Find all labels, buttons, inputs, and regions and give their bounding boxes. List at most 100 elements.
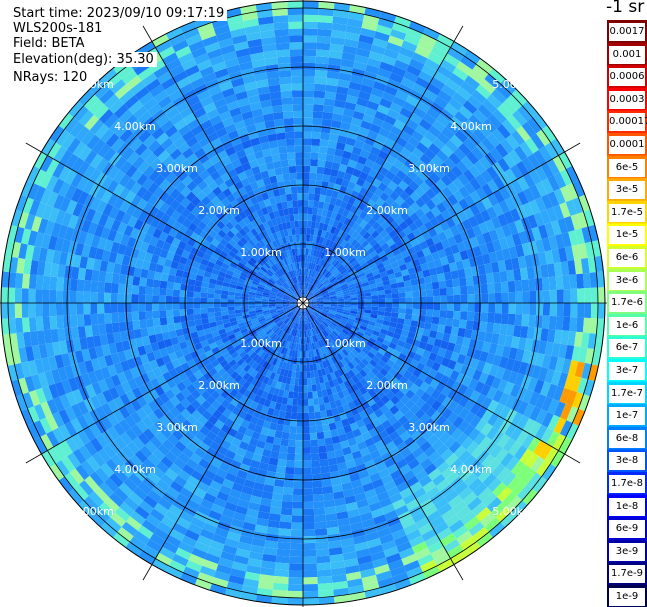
range-gate <box>371 117 384 128</box>
range-gate <box>569 317 578 332</box>
range-gate <box>253 482 265 491</box>
range-gate <box>42 275 51 290</box>
range-gate <box>546 430 560 448</box>
range-gate <box>300 337 303 345</box>
range-gate <box>332 392 340 401</box>
range-gate <box>363 383 373 392</box>
range-gate <box>505 358 516 371</box>
range-gate <box>231 437 242 448</box>
range-gate <box>366 100 380 111</box>
range-gate <box>522 100 538 118</box>
range-gate <box>345 25 362 35</box>
range-gate <box>528 199 541 215</box>
range-gate <box>400 147 412 159</box>
range-gate <box>533 327 542 341</box>
range-gate <box>370 449 381 460</box>
range-gate <box>295 315 299 323</box>
range-gate <box>325 351 332 360</box>
range-gate <box>280 514 292 523</box>
range-gate <box>303 14 319 22</box>
range-gate <box>311 270 316 278</box>
range-gate <box>305 241 310 249</box>
range-gate <box>255 594 273 604</box>
range-gate <box>357 303 365 307</box>
range-gate <box>506 94 523 111</box>
range-gate <box>454 481 469 496</box>
range-gate <box>69 303 77 316</box>
range-gate <box>49 276 58 291</box>
range-gate <box>295 446 303 454</box>
range-gate <box>349 288 357 294</box>
range-gate <box>408 572 426 585</box>
range-gate <box>349 472 361 483</box>
range-gate <box>335 504 348 514</box>
range-gate <box>390 283 398 290</box>
range-gate <box>509 384 521 398</box>
range-gate <box>441 466 455 480</box>
range-gate <box>317 258 323 266</box>
range-gate <box>460 55 477 70</box>
range-gate <box>430 206 442 218</box>
range-gate <box>359 228 368 237</box>
range-gate <box>379 497 393 509</box>
range-gate <box>429 422 441 435</box>
range-gate <box>480 169 493 184</box>
range-gate <box>383 315 392 322</box>
range-gate <box>321 338 328 346</box>
range-gate <box>438 317 447 326</box>
range-gate <box>291 321 296 329</box>
range-gate <box>400 447 412 459</box>
range-gate <box>227 466 240 477</box>
range-gate <box>306 227 311 235</box>
range-gate <box>268 513 281 522</box>
range-gate <box>456 86 472 101</box>
range-gate <box>410 164 423 176</box>
range-gate <box>508 370 519 385</box>
range-gate <box>553 417 567 434</box>
range-gate <box>328 324 336 331</box>
range-gate <box>310 159 319 167</box>
range-gate <box>374 277 383 284</box>
range-gate <box>493 402 505 417</box>
range-gate <box>570 303 578 318</box>
range-gate <box>409 112 423 125</box>
range-gate <box>556 289 564 303</box>
range-gate <box>403 71 419 83</box>
range-gate <box>517 190 529 206</box>
range-gate <box>293 357 298 365</box>
range-gate <box>331 407 340 416</box>
range-gate <box>581 226 592 244</box>
range-gate <box>279 368 286 376</box>
range-gate <box>554 357 565 373</box>
range-gate <box>336 221 344 230</box>
range-gate <box>338 278 346 285</box>
range-gate <box>350 294 358 298</box>
range-gate <box>352 61 367 71</box>
range-gate <box>456 432 469 446</box>
range-gate <box>547 263 556 278</box>
range-gate <box>583 209 595 227</box>
range-gate <box>410 430 423 442</box>
range-gate <box>346 254 355 262</box>
range-gate <box>313 104 324 112</box>
range-gate <box>329 323 337 329</box>
range-gate <box>347 415 357 425</box>
range-gate <box>340 121 351 131</box>
range-gate <box>340 231 348 240</box>
range-gate <box>229 488 242 499</box>
range-gate <box>490 261 500 273</box>
range-gate <box>231 482 244 493</box>
range-gate <box>303 254 306 262</box>
range-gate <box>76 314 85 327</box>
range-gate <box>336 405 345 414</box>
range-gate <box>334 148 344 158</box>
range-gate <box>400 329 410 337</box>
range-gate <box>497 213 509 227</box>
range-gate <box>327 264 334 271</box>
range-gate <box>202 522 217 534</box>
range-gate <box>173 315 181 324</box>
range-gate <box>299 364 303 372</box>
range-gate <box>328 422 337 431</box>
range-gate <box>406 425 418 437</box>
range-gate <box>358 505 371 516</box>
